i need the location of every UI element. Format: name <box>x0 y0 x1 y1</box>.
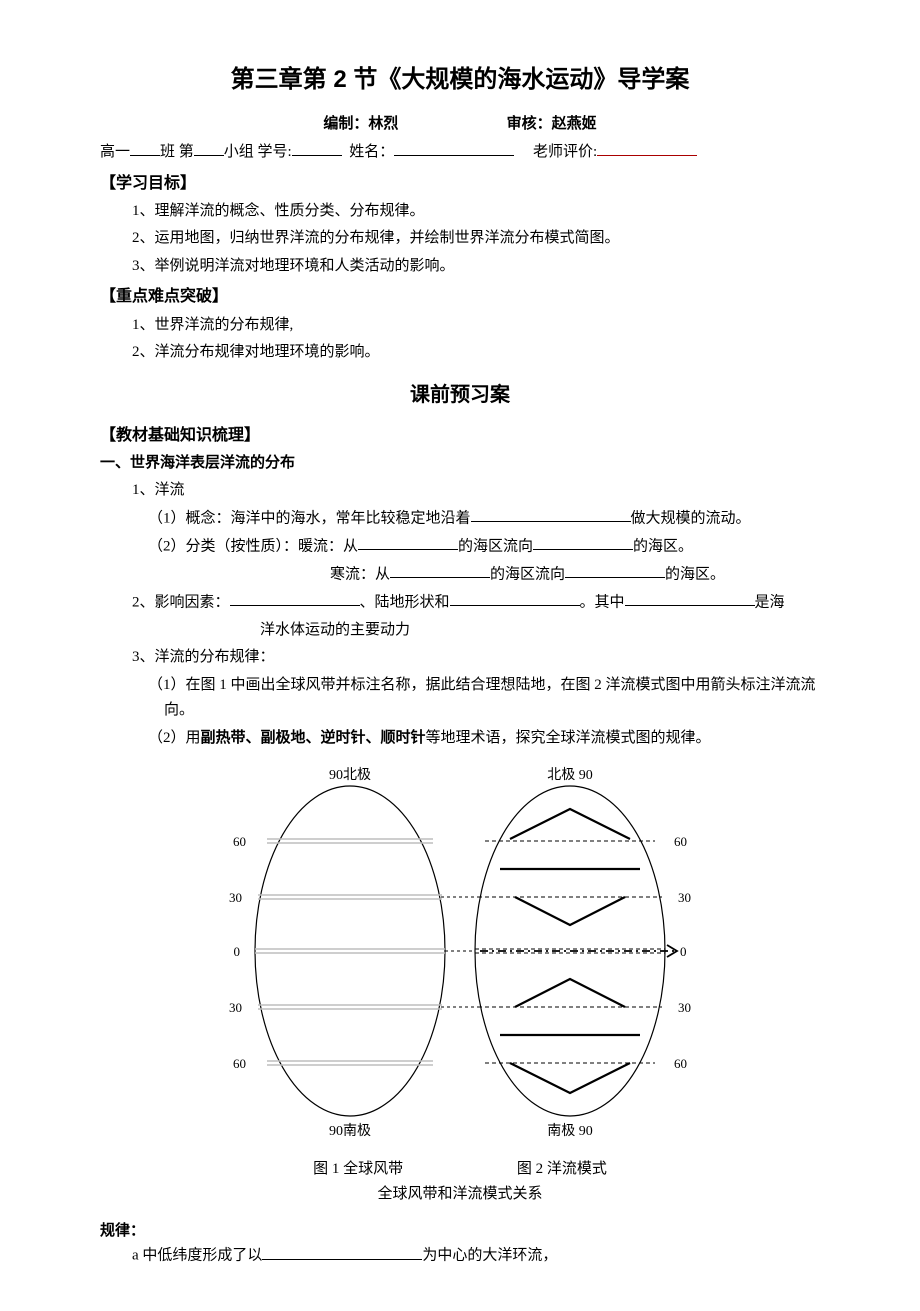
focus-heading: 【重点难点突破】 <box>100 283 820 310</box>
t1-1c-mid: 的海区流向 <box>490 566 565 582</box>
svg-text:60: 60 <box>233 834 246 849</box>
caption-row: 图 1 全球风带 图 2 洋流模式 <box>100 1157 820 1183</box>
blank-1c2[interactable] <box>565 562 665 579</box>
goal-3: 3、举例说明洋流对地理环境和人类活动的影响。 <box>100 254 820 280</box>
rule-a-pre: a 中低纬度形成了以 <box>132 1248 262 1264</box>
diagram-container: 90北极 北极 90 90南极 南极 90 60 30 0 30 60 60 3… <box>100 761 820 1151</box>
blank-1a[interactable] <box>471 506 631 523</box>
svg-text:30: 30 <box>229 890 242 905</box>
fig2-caption: 图 2 洋流模式 <box>517 1161 607 1177</box>
t1-2-mid2: 。其中 <box>580 594 625 610</box>
label-n90-right: 北极 90 <box>547 767 593 783</box>
blank-rule-a[interactable] <box>262 1243 422 1260</box>
blank-2b[interactable] <box>450 590 580 607</box>
focus-2: 2、洋流分布规律对地理环境的影响。 <box>100 340 820 366</box>
t1-1c-post: 的海区。 <box>665 566 725 582</box>
rule-a-post: 为中心的大洋环流， <box>422 1248 557 1264</box>
t1-3a: （1）在图 1 中画出全球风带并标注名称，据此结合理想陆地，在图 2 洋流模式图… <box>116 673 820 724</box>
blank-1c1[interactable] <box>390 562 490 579</box>
rule-a: a 中低纬度形成了以 为中心的大洋环流， <box>100 1243 820 1269</box>
t1-3b-terms: 副热带、副极地、逆时针、顺时针 <box>201 730 426 746</box>
svg-text:30: 30 <box>678 890 691 905</box>
blank-id[interactable] <box>292 155 342 156</box>
rules-heading: 规律： <box>100 1218 820 1244</box>
t1-3: 3、洋流的分布规律： <box>100 645 820 671</box>
wind-current-diagram: 90北极 北极 90 90南极 南极 90 60 30 0 30 60 60 3… <box>220 761 700 1141</box>
blank-class[interactable] <box>130 155 160 156</box>
t1-1a-pre: （1）概念：海洋中的海水，常年比较稳定地沿着 <box>148 510 471 526</box>
t1-2: 2、影响因素： 、陆地形状和 。其中 是海 <box>100 590 820 616</box>
reviewed-by: 审核：赵燕姬 <box>507 111 597 137</box>
label-name: 姓名： <box>349 144 394 160</box>
author-row: 编制：林烈 审核：赵燕姬 <box>100 111 820 137</box>
t1-3b: （2）用副热带、副极地、逆时针、顺时针等地理术语，探究全球洋流模式图的规律。 <box>100 726 820 752</box>
preclass-heading: 课前预习案 <box>100 378 820 412</box>
svg-text:60: 60 <box>674 1056 687 1071</box>
blank-eval[interactable] <box>597 155 697 156</box>
t1-3b-post: 等地理术语，探究全球洋流模式图的规律。 <box>426 730 711 746</box>
t1-2-post: 是海 <box>755 594 785 610</box>
svg-text:30: 30 <box>678 1000 691 1015</box>
svg-text:30: 30 <box>229 1000 242 1015</box>
t1-3b-pre: （2）用 <box>148 730 201 746</box>
focus-1: 1、世界洋流的分布规律, <box>100 313 820 339</box>
goal-1: 1、理解洋流的概念、性质分类、分布规律。 <box>100 199 820 225</box>
t1-1b: （2）分类（按性质）：暖流：从 的海区流向 的海区。 <box>100 534 820 560</box>
t1-1c: 寒流：从 的海区流向 的海区。 <box>100 562 820 588</box>
svg-text:0: 0 <box>234 944 241 959</box>
goals-heading: 【学习目标】 <box>100 170 820 197</box>
t1-1b-post: 的海区。 <box>633 538 693 554</box>
student-info-line: 高一 班 第 小组 学号: 姓名： 老师评价: <box>100 140 820 166</box>
caption-bottom: 全球风带和洋流模式关系 <box>100 1182 820 1208</box>
materials-heading: 【教材基础知识梳理】 <box>100 422 820 449</box>
blank-1b2[interactable] <box>533 534 633 551</box>
svg-text:60: 60 <box>674 834 687 849</box>
label-s90-left: 90南极 <box>329 1123 371 1139</box>
fig1-caption: 图 1 全球风带 <box>313 1161 403 1177</box>
label-s90-right: 南极 90 <box>547 1123 593 1139</box>
svg-text:0: 0 <box>680 944 687 959</box>
blank-1b1[interactable] <box>358 534 458 551</box>
goal-2: 2、运用地图，归纳世界洋流的分布规律，并绘制世界洋流分布模式简图。 <box>100 226 820 252</box>
svg-text:60: 60 <box>233 1056 246 1071</box>
label-n90-left: 90北极 <box>329 767 371 783</box>
page-title: 第三章第 2 节《大规模的海水运动》导学案 <box>100 60 820 101</box>
t1-1: 1、洋流 <box>100 478 820 504</box>
t1-2-line2: 洋水体运动的主要动力 <box>100 618 820 644</box>
blank-2a[interactable] <box>230 590 360 607</box>
t1-2-pre: 2、影响因素： <box>132 594 230 610</box>
blank-name[interactable] <box>394 155 514 156</box>
t1-1a: （1）概念：海洋中的海水，常年比较稳定地沿着 做大规模的流动。 <box>100 506 820 532</box>
t1-1c-pre: 寒流：从 <box>330 566 390 582</box>
topic1-heading: 一、世界海洋表层洋流的分布 <box>100 451 820 477</box>
t1-1a-post: 做大规模的流动。 <box>631 510 751 526</box>
label-eval: 老师评价: <box>533 144 597 160</box>
compiled-by: 编制：林烈 <box>323 111 398 137</box>
t1-1b-mid: 的海区流向 <box>458 538 533 554</box>
t1-1b-pre: （2）分类（按性质）：暖流：从 <box>148 538 358 554</box>
label-ban: 班 第 <box>160 144 194 160</box>
t1-2-mid1: 、陆地形状和 <box>360 594 450 610</box>
label-grade: 高一 <box>100 144 130 160</box>
blank-group[interactable] <box>194 155 224 156</box>
blank-2c[interactable] <box>625 590 755 607</box>
label-group: 小组 学号: <box>224 144 292 160</box>
